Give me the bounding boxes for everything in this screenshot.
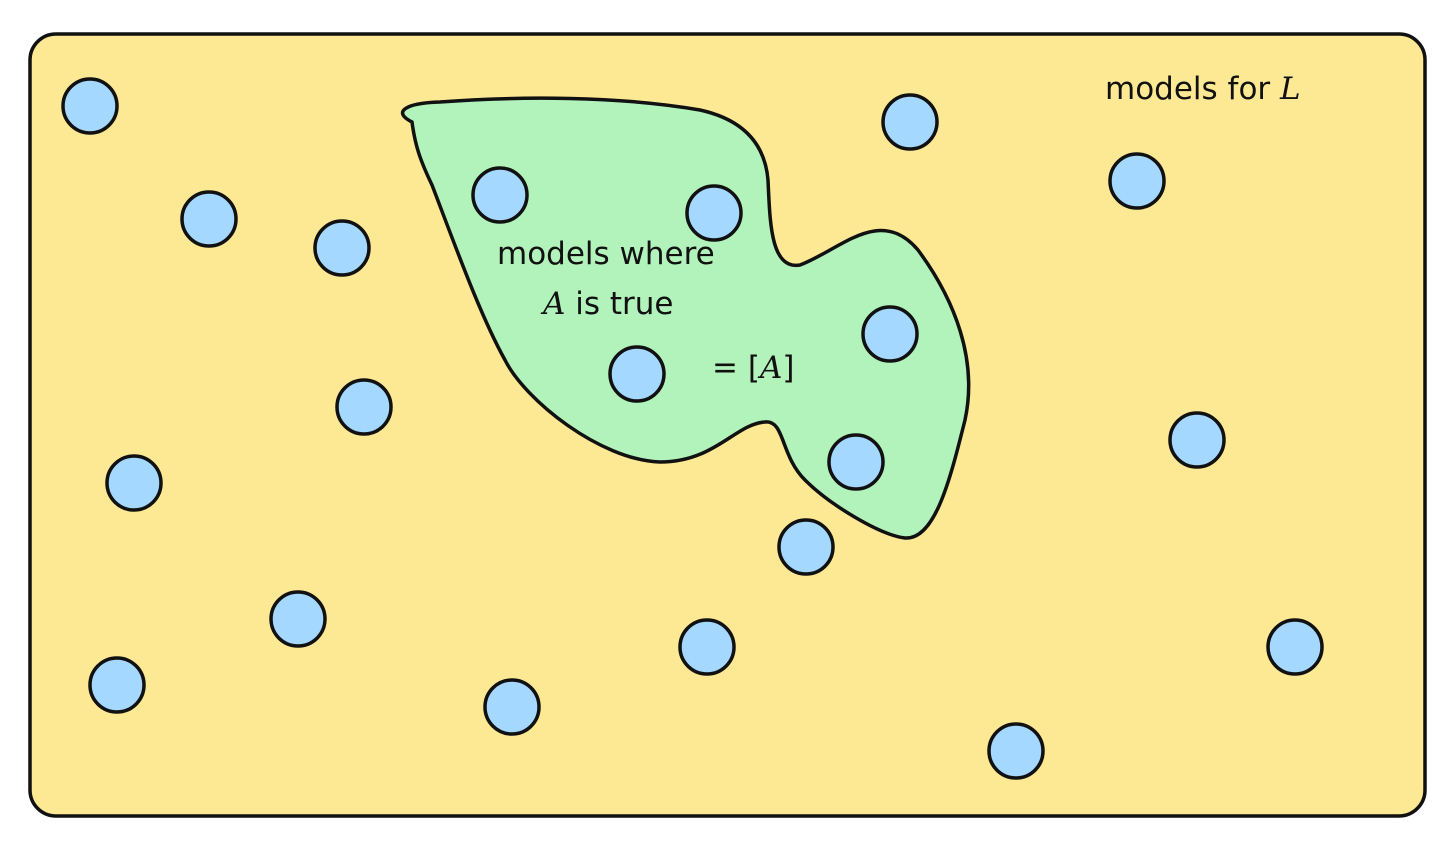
- model-dot: [987, 722, 1045, 780]
- universe-label-prefix: models for: [1105, 71, 1280, 107]
- model-dot: [313, 219, 371, 277]
- universe-label-symbol: L: [1279, 71, 1301, 107]
- universe-label: models for L: [1105, 71, 1301, 107]
- model-dot: [1266, 618, 1324, 676]
- model-dot-in-region: [608, 345, 666, 403]
- model-dot: [678, 618, 736, 676]
- region-label-symbol: A: [540, 286, 565, 322]
- model-dots: [61, 77, 1324, 780]
- model-dot: [777, 518, 835, 576]
- model-dot-in-region: [827, 433, 885, 491]
- denotation-label: = [A]: [712, 350, 794, 386]
- model-dot: [881, 93, 939, 151]
- model-dot-in-region: [861, 305, 919, 363]
- model-dot: [105, 454, 163, 512]
- denotation-suffix: ]: [782, 350, 794, 386]
- model-dot: [1108, 152, 1166, 210]
- region-label-suffix: is true: [565, 286, 673, 322]
- model-dot: [269, 590, 327, 648]
- region-a-true: [400, 96, 971, 540]
- model-dot-in-region: [685, 184, 743, 242]
- region-label-line1: models where: [497, 236, 715, 272]
- region-label-line2: A is true: [540, 286, 673, 322]
- model-dot-in-region: [471, 166, 529, 224]
- model-dot: [180, 190, 238, 248]
- model-dot: [61, 77, 119, 135]
- denotation-symbol: A: [757, 350, 782, 386]
- model-dot: [88, 656, 146, 714]
- model-dot: [335, 378, 393, 436]
- model-dot: [1168, 411, 1226, 469]
- model-dot: [483, 678, 541, 736]
- denotation-prefix: = [: [712, 350, 760, 386]
